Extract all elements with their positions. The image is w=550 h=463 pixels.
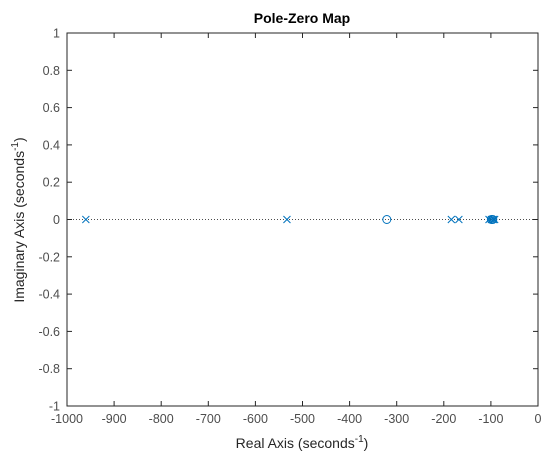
y-tick-label: -0.4 — [38, 288, 60, 302]
x-tick-label: -500 — [290, 412, 315, 426]
x-axis-label-close: ) — [364, 435, 369, 451]
pole-marker — [490, 215, 499, 224]
x-tick-label: -100 — [478, 412, 503, 426]
y-tick-label: -0.6 — [38, 325, 60, 339]
zero-marker — [382, 215, 392, 224]
x-tick-label: -700 — [196, 412, 221, 426]
x-tick-label: -400 — [337, 412, 362, 426]
x-tick-label: -800 — [149, 412, 174, 426]
y-axis-label-close: ) — [11, 137, 27, 142]
x-tick-label: -200 — [431, 412, 456, 426]
pole-marker — [489, 215, 498, 224]
y-tick-label: -1 — [49, 400, 60, 414]
y-tick-label: 0.8 — [43, 64, 60, 78]
y-tick-label: 1 — [53, 27, 60, 41]
y-tick-label: 0.4 — [43, 138, 60, 152]
pole-marker — [455, 215, 463, 224]
x-tick-label: -600 — [243, 412, 268, 426]
y-axis-label-exponent: -1 — [10, 142, 21, 151]
x-tick-label: -1000 — [51, 412, 83, 426]
y-tick-label: -0.8 — [38, 362, 60, 376]
x-axis-ticks: -1000 -900 -800 -700 -600 -500 -400 -300 -200 -10… — [51, 33, 542, 426]
y-tick-label: 0 — [53, 213, 60, 227]
y-tick-label: -0.2 — [38, 250, 60, 264]
chart-title: Pole-Zero Map — [254, 10, 350, 26]
pole-marker — [81, 215, 90, 224]
zero-marker — [488, 215, 498, 224]
x-tick-label: -900 — [102, 412, 127, 426]
pole-marker — [447, 215, 456, 224]
y-tick-label: 0.2 — [43, 176, 60, 190]
x-tick-label: 0 — [535, 412, 542, 426]
y-axis-label-text: Imaginary Axis (seconds — [11, 151, 27, 303]
x-tick-label: -300 — [384, 412, 409, 426]
pole-marker — [283, 215, 291, 224]
y-axis-ticks: -1 -0.8 -0.6 -0.4 -0.2 0 0.2 0.4 0.6 0.8 1 — [38, 27, 538, 414]
y-tick-label: 0.6 — [43, 101, 60, 115]
x-axis-label: Real Axis (seconds-1) — [236, 434, 369, 451]
x-axis-label-exponent: -1 — [355, 434, 364, 445]
y-axis-label: Imaginary Axis (seconds-1) — [10, 137, 27, 302]
x-axis-label-text: Real Axis (seconds — [236, 435, 355, 451]
pole-zero-markers — [81, 215, 499, 224]
